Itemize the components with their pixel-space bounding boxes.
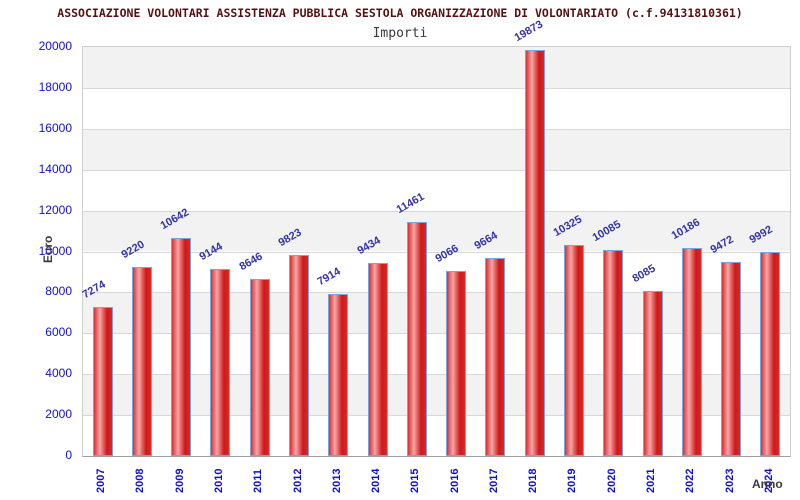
grid-band: [83, 169, 790, 211]
gridline: [83, 292, 790, 294]
bar: [681, 247, 702, 456]
x-tick-label: 2011: [252, 469, 265, 493]
grid-band: [83, 210, 790, 252]
y-tick-label: 12000: [38, 202, 72, 217]
grid-band: [83, 415, 790, 456]
grid-band: [83, 87, 790, 129]
bar: [406, 221, 427, 456]
bar: [485, 258, 506, 456]
grid-band: [83, 292, 790, 334]
y-tick-label: 10000: [38, 243, 72, 258]
gridline: [83, 128, 790, 130]
x-tick-label: 2021: [645, 468, 658, 493]
x-tick-label: 2018: [527, 468, 540, 493]
x-tick-label: 2008: [134, 468, 147, 493]
bar: [446, 270, 467, 456]
bar: [760, 251, 781, 456]
bar: [249, 279, 270, 456]
bar: [289, 255, 310, 456]
gridline: [83, 87, 790, 89]
grid-band: [83, 333, 790, 375]
y-tick-label: 18000: [38, 79, 72, 94]
bar: [210, 269, 231, 456]
chart-title: ASSOCIAZIONE VOLONTARI ASSISTENZA PUBBLI…: [57, 6, 743, 20]
x-tick-label: 2022: [684, 468, 697, 493]
gridline: [83, 374, 790, 376]
x-axis-title: Anno: [752, 477, 783, 491]
bar: [328, 294, 349, 456]
bar: [131, 267, 152, 456]
y-tick-label: 2000: [45, 407, 72, 422]
x-tick-label: 2009: [173, 468, 186, 493]
gridline: [83, 210, 790, 212]
x-tick-label: 2023: [723, 468, 736, 493]
gridline: [83, 333, 790, 335]
x-tick-label: 2012: [291, 468, 304, 493]
x-tick-label: 2020: [605, 468, 618, 493]
grid-band: [83, 251, 790, 293]
y-tick-label: 6000: [45, 325, 72, 340]
gridline: [83, 169, 790, 171]
grid-band: [83, 128, 790, 170]
y-tick-label: 20000: [38, 39, 72, 53]
x-tick-label: 2014: [370, 468, 383, 493]
grid-band: [83, 47, 790, 88]
x-tick-label: 2017: [487, 468, 500, 493]
grid-band: [83, 374, 790, 416]
y-tick-label: 8000: [45, 284, 72, 299]
y-axis-title: Euro: [41, 235, 55, 263]
bar: [524, 49, 545, 456]
bar: [367, 263, 388, 456]
x-tick-label: 2013: [330, 468, 343, 493]
y-tick-label: 14000: [38, 161, 72, 176]
y-tick-label: 0: [65, 448, 72, 462]
y-tick-label: 16000: [38, 120, 72, 135]
bar: [92, 307, 113, 456]
x-tick-label: 2010: [212, 468, 225, 493]
x-tick-label: 2015: [409, 468, 422, 493]
chart-subtitle: Importi: [372, 26, 428, 41]
gridline: [83, 415, 790, 417]
bar: [721, 262, 742, 456]
bar: [642, 290, 663, 456]
x-tick-label: 2016: [448, 468, 461, 493]
gridline: [83, 251, 790, 253]
x-tick-label: 2007: [95, 468, 108, 493]
x-tick-label: 2019: [566, 468, 579, 493]
y-tick-label: 4000: [45, 366, 72, 381]
plot-area: 7274 9220 10642 9144 8646 9823 7914 9434 11461 90…: [80, 18, 791, 457]
bar: [171, 238, 192, 456]
bar: [563, 244, 584, 456]
bar: [603, 249, 624, 456]
